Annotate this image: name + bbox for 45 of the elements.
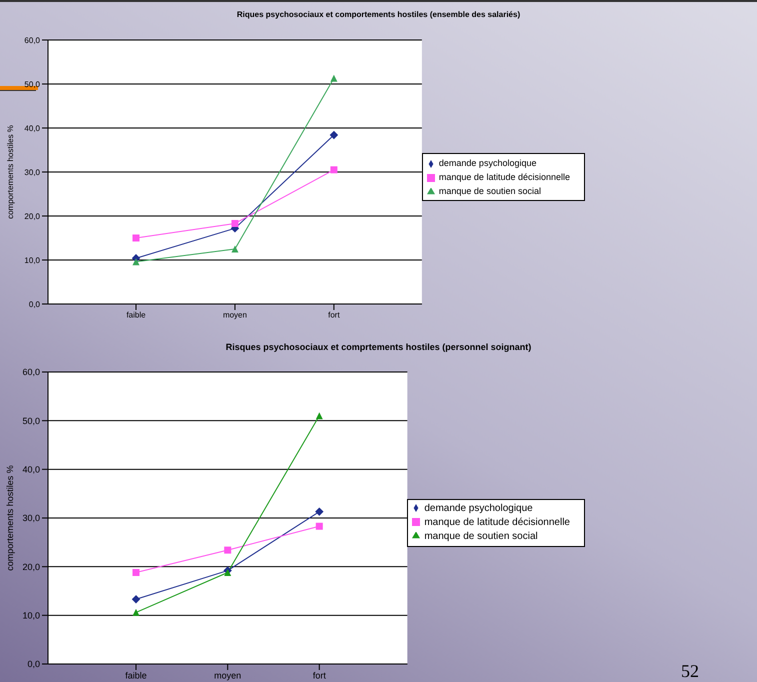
legend-label: demande psychologique [424,503,533,514]
y-tick-label: 40,0 [22,464,40,475]
x-tick-label: fort [328,310,340,320]
y-tick-label: 10,0 [24,256,41,265]
point [231,220,238,227]
x-tick-label: faible [126,310,146,320]
point [316,522,323,530]
x-tick-label: faible [125,670,147,680]
y-tick-label: 10,0 [22,610,40,621]
y-tick-label: 30,0 [24,168,41,177]
x-tick-label: moyen [222,310,247,320]
point [132,234,140,242]
legend-label: demande psychologique [438,158,536,168]
chart-title: Riques psychosociaux et comportements hostiles (ensemble des salariés) [236,9,522,21]
legend-label: manque de latitude décisionnelle [424,517,570,528]
y-tick-label: 40,0 [24,124,41,133]
point [330,166,338,174]
x-tick-label: fort [312,670,326,680]
point [132,608,140,616]
point [316,412,323,420]
point [132,258,140,266]
chart-title: Risques psychosociaux et comprtements hostiles (personnel soignant) [224,341,532,354]
y-tick-label: 50,0 [22,416,40,426]
point [132,569,140,576]
point [231,246,238,252]
y-tick-label: 60,0 [22,367,40,378]
legend-label: manque de latitude décisionnelle [438,172,570,182]
y-axis-title: comportements hostiles % [5,465,16,571]
y-axis-title: comportements hostiles % [6,125,15,219]
y-tick-label: 0,0 [28,300,41,309]
y-tick-label: 20,0 [24,212,41,221]
point [315,508,324,516]
legend-label: manque de soutien social [438,186,541,196]
point [330,74,338,82]
x-tick-label: moyen [214,670,242,680]
point [330,131,338,140]
y-tick-label: 30,0 [22,513,40,524]
point [224,569,232,576]
point [132,595,140,604]
y-tick-label: 20,0 [22,562,40,572]
y-tick-label: 60,0 [24,36,41,45]
legend-label: manque de soutien social [424,531,538,542]
point [224,546,232,554]
y-tick-label: 0,0 [27,659,40,670]
text: 52 [681,661,699,682]
